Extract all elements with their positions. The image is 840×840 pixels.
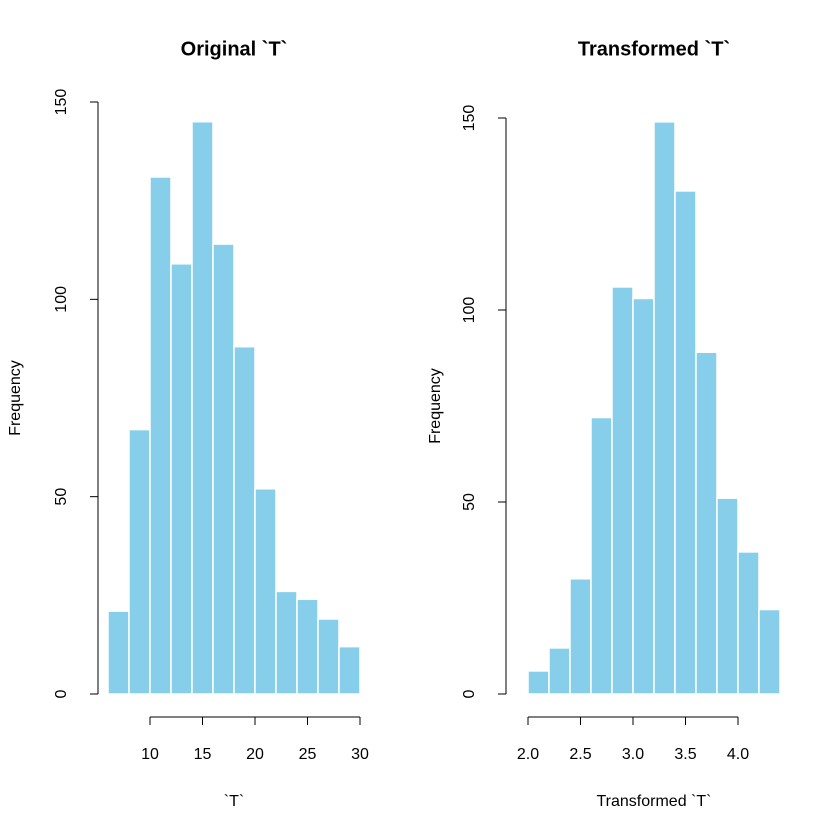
x-tick-label: 10 xyxy=(141,746,159,763)
bar xyxy=(737,551,760,695)
chart-title: Original `T` xyxy=(181,38,288,60)
y-tick-label: 50 xyxy=(53,488,70,506)
x-tick-label: 2.5 xyxy=(569,746,591,763)
y-tick-label: 150 xyxy=(53,89,70,116)
bar xyxy=(695,351,718,695)
bar xyxy=(338,645,361,695)
y-tick-label: 0 xyxy=(461,689,478,698)
x-tick-label: 20 xyxy=(246,746,264,763)
bar xyxy=(716,497,739,695)
x-axis-label: `T` xyxy=(224,793,244,810)
bar xyxy=(107,610,130,695)
bar xyxy=(653,121,676,695)
bar xyxy=(233,345,256,695)
y-axis-label: Frequency xyxy=(7,360,24,436)
bar xyxy=(254,488,277,695)
bar xyxy=(212,243,235,695)
bar xyxy=(758,608,781,695)
x-tick-label: 3.5 xyxy=(674,746,696,763)
y-tick-label: 50 xyxy=(461,493,478,511)
chart-title: Transformed `T` xyxy=(578,38,730,60)
x-tick-label: 3.0 xyxy=(622,746,644,763)
bar xyxy=(128,428,151,695)
x-tick-label: 15 xyxy=(194,746,212,763)
bar xyxy=(149,176,172,695)
bar xyxy=(674,190,697,695)
bar xyxy=(548,647,571,695)
bar xyxy=(569,578,592,695)
y-axis-label: Frequency xyxy=(427,368,444,444)
y-tick-label: 0 xyxy=(53,689,70,698)
x-axis-label: Transformed `T` xyxy=(597,793,712,810)
bar xyxy=(611,286,634,695)
bar xyxy=(632,297,655,695)
y-tick-label: 150 xyxy=(461,105,478,132)
bar xyxy=(170,263,193,695)
bar xyxy=(296,598,319,695)
bar xyxy=(275,590,298,695)
bar xyxy=(527,670,550,695)
bar xyxy=(590,416,613,695)
x-tick-label: 30 xyxy=(351,746,369,763)
x-tick-label: 4.0 xyxy=(727,746,749,763)
bar xyxy=(191,120,214,695)
bar xyxy=(317,618,340,695)
x-tick-label: 2.0 xyxy=(517,746,539,763)
y-tick-label: 100 xyxy=(53,286,70,313)
x-tick-label: 25 xyxy=(299,746,317,763)
y-tick-label: 100 xyxy=(461,297,478,324)
